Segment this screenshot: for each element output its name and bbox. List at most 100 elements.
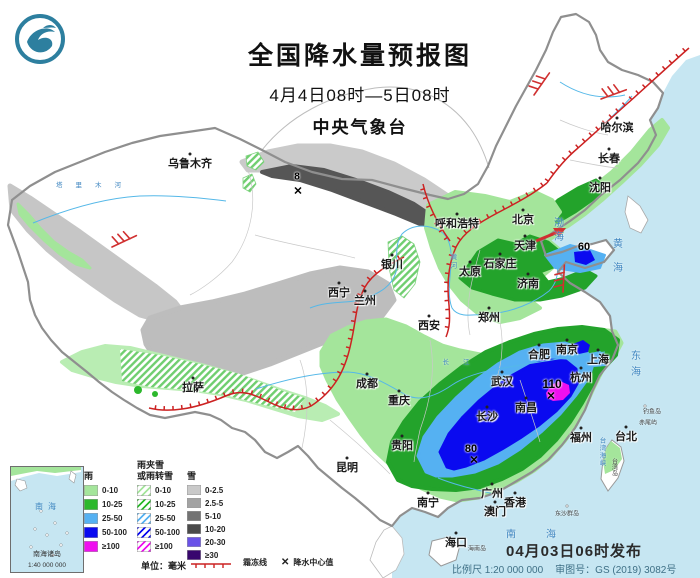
legend-row: ≥100 bbox=[137, 541, 180, 552]
frost-line-tick bbox=[601, 120, 606, 125]
frost-line-tick bbox=[366, 276, 371, 281]
city-dot bbox=[523, 234, 527, 238]
city-label: 呼和浩特 bbox=[435, 218, 479, 230]
legend-swatch bbox=[137, 513, 151, 524]
legend-group-title-line: 雨夹雪 bbox=[137, 460, 165, 470]
frost-line-tick bbox=[345, 346, 351, 349]
frost-line-tick bbox=[308, 402, 312, 407]
sea-label: 黄海 bbox=[610, 238, 622, 286]
city-label: 武汉 bbox=[491, 376, 513, 388]
rivers bbox=[32, 81, 633, 496]
frost-line-tick bbox=[350, 320, 356, 323]
city-dot bbox=[579, 426, 583, 430]
legend-range-label: ≥100 bbox=[155, 542, 173, 551]
city-label: 台北 bbox=[615, 431, 637, 443]
sea-area bbox=[392, 55, 700, 578]
frost-line-tick bbox=[608, 114, 613, 119]
legend-row: 5-10 bbox=[187, 511, 225, 521]
frost-line-tick bbox=[655, 71, 660, 76]
frost-line-tick bbox=[349, 328, 354, 332]
city-label: 兰州 bbox=[354, 295, 376, 307]
frost-line-tick bbox=[180, 404, 183, 410]
precip-center-x-icon: ✕ bbox=[469, 454, 479, 467]
city-dot bbox=[363, 289, 367, 293]
korea-landmass bbox=[624, 195, 649, 234]
rain-center-magenta bbox=[546, 381, 570, 401]
legend-row: 0-10 bbox=[84, 485, 127, 496]
frost-line-tick bbox=[438, 229, 443, 233]
frost-line-tick bbox=[615, 108, 619, 113]
rain-core-southeast-blue bbox=[438, 358, 580, 471]
city-dot bbox=[337, 281, 341, 285]
city-dot bbox=[493, 500, 497, 504]
city-dot bbox=[521, 208, 525, 212]
precip-center-value: 8 bbox=[294, 171, 300, 183]
sea-label: 台湾海峡 bbox=[598, 437, 605, 467]
city-label: 西宁 bbox=[328, 287, 350, 299]
city-label: 拉萨 bbox=[182, 382, 204, 394]
frost-line-tick bbox=[397, 255, 401, 260]
legend-symbols: 霜冻线 ✕ 降水中心值 bbox=[189, 556, 333, 568]
province-borders bbox=[189, 119, 619, 475]
frost-line-sample-icon bbox=[191, 563, 231, 568]
legend-swatch bbox=[187, 498, 201, 508]
legend-swatch bbox=[187, 485, 201, 495]
frost-line-tick bbox=[332, 378, 337, 382]
sea-label: 东沙群岛 bbox=[554, 511, 580, 518]
frost-line-tick bbox=[321, 391, 326, 396]
rain-spot-tibet-1 bbox=[134, 386, 142, 394]
wind-arrow-icon bbox=[535, 228, 566, 243]
legend-range-label: ≥30 bbox=[205, 550, 219, 560]
frost-line-tick bbox=[327, 385, 332, 389]
legend-row: 50-100 bbox=[84, 527, 127, 538]
legend-range-label: 0-2.5 bbox=[205, 485, 224, 495]
scale-text: 比例尺 1:20 000 000 bbox=[452, 565, 544, 576]
rain-spot-shanghai-blue bbox=[572, 340, 590, 354]
legend-group: 雪 0-2.5 2.5-5 5-10 10-20 20-30 ≥30 bbox=[187, 458, 225, 560]
legend-row: 10-25 bbox=[137, 499, 180, 510]
frost-line-tick bbox=[231, 389, 235, 394]
frost-line-tick bbox=[635, 90, 640, 95]
legend: 雨 0-10 10-25 25-50 50-100 ≥100 雨夹雪 或雨转雪 0-10 10-2… bbox=[80, 458, 340, 570]
frost-line-tick bbox=[581, 138, 586, 143]
city-label: 长春 bbox=[598, 153, 620, 165]
frost-line-tick bbox=[357, 293, 362, 296]
city-dot bbox=[487, 306, 491, 310]
precip-center-value: 60 bbox=[577, 241, 591, 253]
city-dot bbox=[455, 212, 459, 216]
legend-range-label: 10-25 bbox=[102, 500, 123, 509]
frost-line-tick bbox=[354, 302, 359, 305]
sea-label: 台湾岛 bbox=[610, 458, 617, 476]
sea-label: 钓鱼岛 bbox=[642, 409, 662, 416]
city-dot bbox=[513, 491, 517, 495]
legend-group-title: 雨 bbox=[84, 471, 94, 481]
legend-group-title: 雨夹雪 或雨转雪 bbox=[137, 458, 180, 482]
city-label: 南京 bbox=[556, 344, 578, 356]
frost-line-tick bbox=[443, 236, 448, 241]
frost-line-tick bbox=[456, 236, 461, 241]
frost-line-tick bbox=[668, 59, 673, 64]
legend-row: 50-100 bbox=[137, 527, 180, 538]
city-label: 北京 bbox=[512, 214, 534, 226]
sleet-patch-altai-1 bbox=[245, 151, 265, 171]
city-label: 福州 bbox=[570, 432, 592, 444]
frost-line-tick bbox=[517, 196, 521, 202]
city-dot bbox=[400, 434, 404, 438]
frost-line-tick bbox=[470, 223, 475, 228]
legend-swatch bbox=[84, 485, 98, 496]
city-dot bbox=[485, 405, 489, 409]
city-dot bbox=[191, 376, 195, 380]
frost-line-tick bbox=[388, 259, 393, 264]
legend-row: 20-30 bbox=[187, 537, 225, 547]
frost-line-tick bbox=[434, 221, 439, 225]
frost-line-tick bbox=[682, 47, 686, 52]
legend-swatch bbox=[137, 541, 151, 552]
publish-time: 04月03日06时发布 bbox=[506, 543, 643, 560]
map-meta: 比例尺 1:20 000 000 审图号：GS (2019) 3082号 bbox=[452, 561, 688, 576]
legend-row: 25-50 bbox=[137, 513, 180, 524]
legend-range-label: ≥100 bbox=[102, 542, 120, 551]
legend-row: 2.5-5 bbox=[187, 498, 225, 508]
frost-lines bbox=[148, 47, 690, 411]
